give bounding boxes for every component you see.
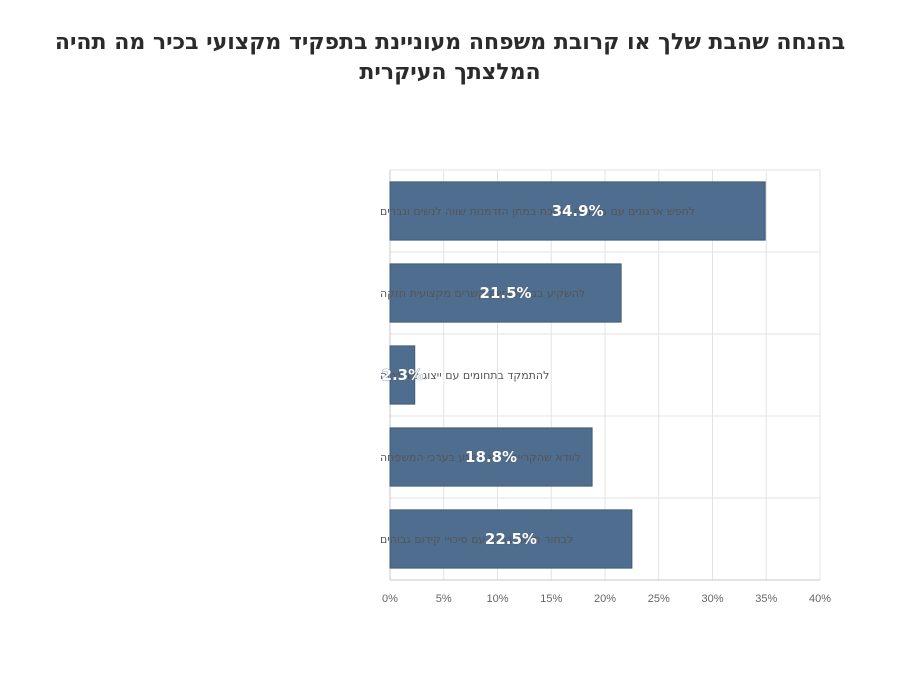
data-label: 22.5% — [485, 530, 537, 548]
data-label: 21.5% — [480, 284, 532, 302]
bar — [389, 345, 416, 405]
category-label: לבחור תחום בטוח עם סיכויי קידום גבוהים — [380, 533, 573, 546]
x-tick-label: 25% — [648, 593, 670, 605]
category-label: לוודא שהקריירה לא תפגע בערכי המשפחה — [380, 451, 581, 464]
x-tick-label: 0% — [382, 593, 398, 605]
category-label: להתמקד בתחומים עם ייצוג נשי גבוה — [380, 369, 549, 382]
bar — [389, 263, 622, 323]
bar — [389, 427, 593, 487]
category-label: לחפש ארגונים עם מדיניות תומכת במתן הזדמנ… — [380, 205, 695, 218]
data-label: 34.9% — [552, 202, 604, 220]
bar — [389, 509, 633, 569]
data-labels: 34.9% 21.5% 2.3% 18.8% 22.5% — [381, 202, 604, 549]
bar — [389, 181, 766, 241]
x-axis-ticks: 0% 5% 10% 15% 20% 25% 30% 35% 40% — [382, 593, 831, 605]
x-tick-label: 30% — [701, 593, 723, 605]
x-tick-label: 35% — [755, 593, 777, 605]
x-tick-label: 20% — [594, 593, 616, 605]
category-label: להשקיע בבניית רשת קשרים מקצועית חזקה — [380, 287, 585, 300]
data-label: 18.8% — [465, 448, 517, 466]
data-label: 2.3% — [382, 366, 424, 384]
x-tick-label: 5% — [436, 593, 452, 605]
category-labels: לחפש ארגונים עם מדיניות תומכת במתן הזדמנ… — [380, 205, 695, 546]
x-tick-label: 40% — [809, 593, 831, 605]
x-tick-label: 10% — [486, 593, 508, 605]
chart-title: בהנחה שהבת שלך או קרובת משפחה מעוניינת ב… — [54, 30, 846, 85]
x-tick-label: 15% — [540, 593, 562, 605]
bars-group — [389, 181, 766, 569]
